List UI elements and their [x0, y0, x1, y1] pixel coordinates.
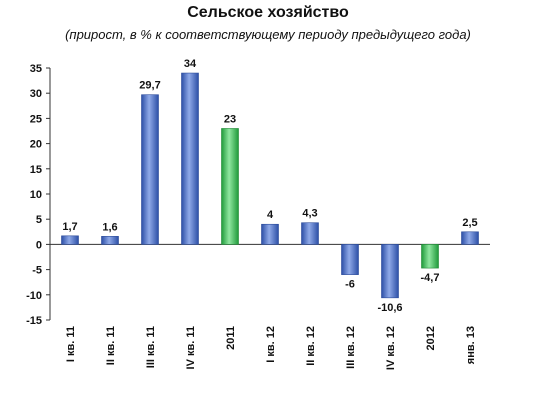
x-axis-labels: I кв. 11 II кв. 11 III кв. 11 IV кв. 11 2011…	[65, 326, 477, 370]
chart-subtitle: (прирост, в % к соответствующему периоду…	[65, 27, 471, 42]
data-label-2: 29,7	[139, 80, 160, 92]
bar-0	[61, 235, 79, 245]
data-label-0: 1,7	[62, 221, 77, 233]
y-tick-label: 10	[30, 189, 42, 201]
bar-8	[381, 244, 399, 299]
data-labels: 1,7 1,6 29,7 34 23 4 4,3 -6 -10,6 -4,7 2,5	[62, 58, 477, 314]
bar-6	[301, 222, 319, 245]
y-tick-label: -15	[26, 315, 42, 327]
y-tick-label: 0	[36, 239, 42, 251]
chart-title: Сельское хозяйство	[187, 4, 349, 21]
bars	[61, 72, 479, 299]
y-tick-label: 35	[30, 63, 42, 75]
y-tick-label: 5	[36, 214, 42, 226]
category-label-4: 2011	[225, 326, 237, 350]
category-label-8: IV кв. 12	[385, 326, 397, 370]
bar-5	[261, 223, 279, 245]
category-label-2: III кв. 11	[145, 326, 157, 368]
category-label-1: II кв. 11	[105, 326, 117, 365]
y-tick-label: 20	[30, 139, 42, 151]
y-tick-label: -10	[26, 290, 42, 302]
data-label-4: 23	[224, 113, 236, 125]
y-axis: 35 30 25 20 15 10 5 0 -5 -10 -15	[26, 63, 490, 327]
category-label-9: 2012	[425, 326, 437, 350]
data-label-8: -10,6	[377, 302, 402, 314]
category-label-7: III кв. 12	[345, 326, 357, 369]
category-label-3: IV кв. 11	[185, 326, 197, 369]
data-label-10: 2,5	[462, 217, 477, 229]
category-label-5: I кв. 12	[265, 326, 277, 363]
bar-1	[101, 236, 119, 245]
bar-4	[221, 128, 239, 245]
category-label-6: II кв. 12	[305, 326, 317, 366]
y-tick-label: 15	[30, 164, 42, 176]
y-tick-label: 30	[30, 88, 42, 100]
bar-3	[181, 72, 199, 245]
category-label-10: янв. 13	[465, 326, 477, 364]
data-label-3: 34	[184, 58, 197, 70]
bar-9	[421, 244, 439, 269]
category-label-0: I кв. 11	[65, 326, 77, 362]
bar-7	[341, 244, 359, 275]
bar-2	[141, 94, 159, 245]
data-label-1: 1,6	[102, 221, 117, 233]
bar-10	[461, 231, 479, 245]
data-label-7: -6	[345, 279, 355, 291]
y-tick-label: -5	[32, 265, 42, 277]
data-label-9: -4,7	[421, 272, 440, 284]
data-label-5: 4	[267, 209, 274, 221]
y-tick-label: 25	[30, 113, 42, 125]
data-label-6: 4,3	[302, 208, 317, 220]
